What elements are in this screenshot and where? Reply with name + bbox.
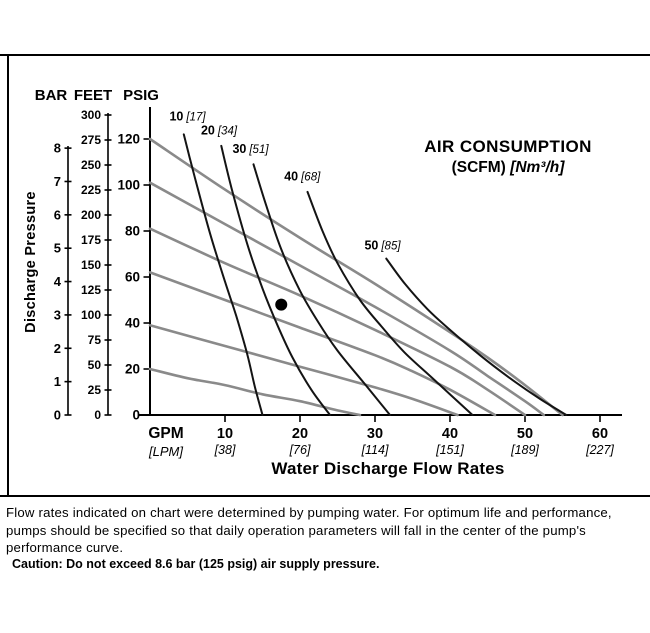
feet-tick-label: 75 xyxy=(88,333,102,347)
psig-tick-label: 0 xyxy=(132,408,140,423)
psig-axis-header: PSIG xyxy=(123,87,159,104)
x-axis-title: Water Discharge Flow Rates xyxy=(271,459,505,478)
operating-point-marker xyxy=(275,298,288,311)
bar-tick-label: 0 xyxy=(54,408,61,423)
gpm-tick-label: 10 xyxy=(217,426,233,442)
chart-title-units: (SCFM) [Nm³/h] xyxy=(392,159,624,177)
left-border xyxy=(7,54,9,497)
x-axis-units: GPM [LPM] xyxy=(138,425,194,459)
pump-curve xyxy=(148,137,564,417)
psig-tick-label: 100 xyxy=(117,178,140,193)
air-consumption-curve xyxy=(306,190,474,416)
pump-curve xyxy=(148,227,527,417)
psig-tick-label: 40 xyxy=(125,316,140,331)
feet-tick-label: 125 xyxy=(81,283,101,297)
lpm-tick-label: [38] xyxy=(214,443,236,457)
feet-axis-header: FEET xyxy=(73,87,113,104)
psig-tick-label: 20 xyxy=(125,362,140,377)
x-unit-gpm: GPM xyxy=(148,425,184,442)
chart-title-nm3h: [Nm³/h] xyxy=(510,159,565,176)
air-curve-label: 30 [51] xyxy=(232,142,269,156)
chart-title-block: AIR CONSUMPTION (SCFM) [Nm³/h] xyxy=(392,137,624,177)
pump-curve xyxy=(148,181,546,417)
chart-title-scfm: (SCFM) xyxy=(451,159,506,176)
chart-title: AIR CONSUMPTION xyxy=(424,137,592,156)
x-unit-lpm: [LPM] xyxy=(149,444,183,459)
pump-curve xyxy=(148,367,362,417)
gpm-tick-label: 30 xyxy=(367,426,383,442)
psig-tick-label: 120 xyxy=(117,132,140,147)
air-curve-label: 20 [34] xyxy=(201,123,238,137)
air-curve-label: 50 [85] xyxy=(364,238,401,252)
bar-tick-label: 2 xyxy=(54,341,61,356)
feet-tick-label: 250 xyxy=(81,158,101,172)
lpm-tick-label: [227] xyxy=(585,443,614,457)
caution-note: Caution: Do not exceed 8.6 bar (125 psig… xyxy=(12,557,380,571)
feet-tick-label: 275 xyxy=(81,133,101,147)
bar-tick-label: 8 xyxy=(54,141,61,156)
psig-tick-label: 80 xyxy=(125,224,140,239)
bar-tick-label: 6 xyxy=(54,207,61,222)
air-curve-label: 10 [17] xyxy=(169,110,206,124)
top-divider xyxy=(0,54,650,56)
pump-curve xyxy=(148,324,459,417)
pump-curve xyxy=(148,271,497,417)
bar-tick-label: 4 xyxy=(54,274,62,289)
air-consumption-curve xyxy=(385,257,568,416)
lpm-tick-label: [76] xyxy=(289,443,311,457)
air-consumption-curve xyxy=(182,133,264,416)
y-axis-title: Discharge Pressure xyxy=(23,191,39,333)
air-consumption-curve xyxy=(252,163,391,416)
lpm-tick-label: [114] xyxy=(361,443,389,457)
bottom-divider xyxy=(0,495,650,497)
feet-tick-label: 100 xyxy=(81,308,101,322)
gpm-tick-label: 50 xyxy=(517,426,533,442)
lpm-tick-label: [151] xyxy=(435,443,464,457)
psig-tick-label: 60 xyxy=(125,270,140,285)
bar-tick-label: 7 xyxy=(54,174,61,189)
lpm-tick-label: [189] xyxy=(510,443,539,457)
bar-tick-label: 3 xyxy=(54,307,61,322)
bar-axis-header: BAR xyxy=(34,87,68,104)
footer-note: Flow rates indicated on chart were deter… xyxy=(6,505,612,555)
air-curve-label: 40 [68] xyxy=(284,169,321,183)
gpm-tick-label: 60 xyxy=(592,426,608,442)
bar-tick-label: 1 xyxy=(54,374,61,389)
feet-tick-label: 200 xyxy=(81,208,101,222)
gpm-tick-label: 40 xyxy=(442,426,458,442)
feet-tick-label: 175 xyxy=(81,233,101,247)
air-consumption-curve xyxy=(220,144,331,416)
feet-tick-label: 25 xyxy=(88,383,102,397)
feet-tick-label: 50 xyxy=(88,358,102,372)
bar-tick-label: 5 xyxy=(54,241,61,256)
feet-tick-label: 150 xyxy=(81,258,101,272)
gpm-tick-label: 20 xyxy=(292,426,308,442)
feet-tick-label: 225 xyxy=(81,183,101,197)
feet-tick-label: 300 xyxy=(81,108,101,122)
feet-tick-label: 0 xyxy=(94,408,101,422)
